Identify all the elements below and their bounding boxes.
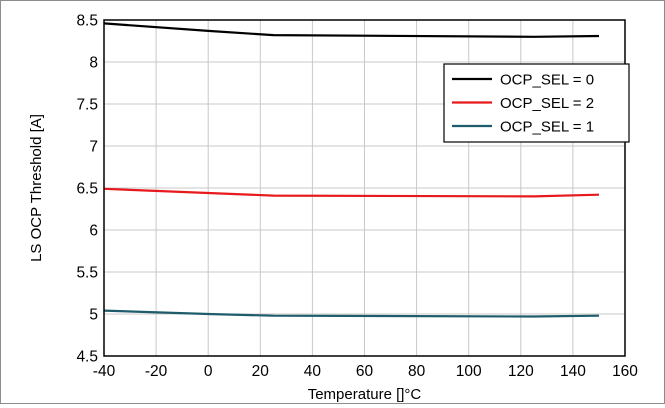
series-line-ocp-sel-0: [103, 22, 600, 38]
legend-label-ocp-sel-2: OCP_SEL = 2: [500, 95, 594, 112]
y-tick-label: 8: [89, 55, 98, 72]
y-tick-label: 5: [89, 307, 98, 324]
legend-label-ocp-sel-1: OCP_SEL = 1: [500, 119, 594, 136]
y-tick-label: 5.5: [76, 265, 98, 282]
plot-area: [103, 19, 626, 357]
series-line-ocp-sel-1: [103, 309, 600, 318]
y-tick-label: 6: [89, 223, 98, 240]
y-tick-label: 7.5: [76, 97, 98, 114]
x-tick-label: 120: [508, 363, 534, 380]
x-tick-label: 0: [204, 363, 213, 380]
x-tick-labels: -40 -20 0 20 40 60 80 100 120 140 160: [93, 363, 639, 380]
x-tick-label: -20: [145, 363, 168, 380]
x-tick-label: 60: [356, 363, 374, 380]
y-tick-label: 8.5: [76, 13, 98, 30]
y-tick-label: 4.5: [76, 349, 98, 366]
y-tick-label: 6.5: [76, 181, 98, 198]
y-axis-label: LS OCP Threshold [A]: [28, 114, 45, 262]
x-tick-label: 20: [252, 363, 270, 380]
x-tick-label: 160: [612, 363, 638, 380]
y-tick-labels: 4.5 5 5.5 6 6.5 7 7.5 8 8.5: [76, 13, 98, 366]
x-axis-label: Temperature []°C: [308, 386, 422, 403]
y-tick-label: 7: [89, 139, 98, 156]
series-line-ocp-sel-2: [103, 187, 600, 198]
x-tick-label: 140: [560, 363, 586, 380]
legend-label-ocp-sel-0: OCP_SEL = 0: [500, 72, 594, 89]
x-tick-label: 80: [408, 363, 426, 380]
x-tick-label: -40: [93, 363, 116, 380]
x-tick-label: 100: [456, 363, 482, 380]
x-tick-label: 40: [304, 363, 322, 380]
legend: OCP_SEL = 0 OCP_SEL = 2 OCP_SEL = 1: [443, 63, 630, 143]
series-lines: [103, 22, 600, 318]
